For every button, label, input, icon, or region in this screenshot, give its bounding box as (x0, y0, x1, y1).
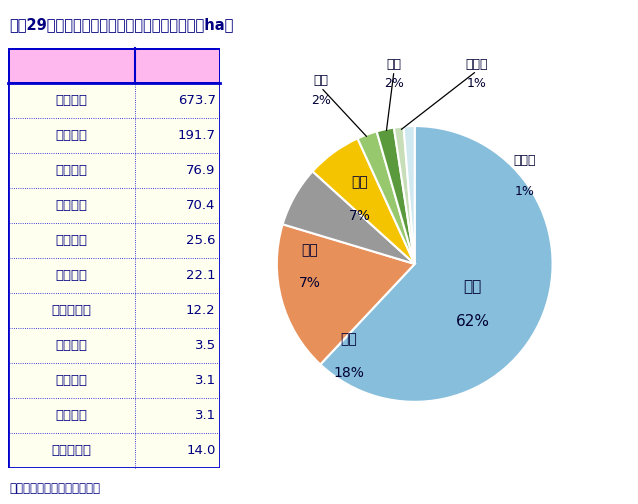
Wedge shape (357, 132, 415, 264)
Wedge shape (394, 127, 415, 264)
Text: 北　海　道: 北 海 道 (52, 304, 92, 317)
Text: 青　　森: 青 森 (56, 129, 88, 142)
Text: 北海道: 北海道 (466, 58, 488, 71)
Text: 福島: 福島 (313, 75, 329, 87)
Text: 14.0: 14.0 (186, 444, 216, 457)
Text: 76.9: 76.9 (186, 164, 216, 177)
Text: 3.1: 3.1 (195, 374, 216, 387)
Text: 岩　　手: 岩 手 (56, 269, 88, 282)
Text: 青森: 青森 (340, 333, 357, 347)
Text: 25.6: 25.6 (186, 234, 216, 247)
Text: 673.7: 673.7 (177, 94, 216, 107)
Text: 1,096.3: 1,096.3 (149, 58, 207, 73)
Text: 山形: 山形 (351, 175, 368, 190)
Wedge shape (283, 171, 415, 264)
Wedge shape (277, 224, 415, 364)
Text: 191.7: 191.7 (177, 129, 216, 142)
Text: 22.1: 22.1 (186, 269, 216, 282)
Text: そ　の　他: そ の 他 (52, 444, 92, 457)
Text: 岩手: 岩手 (387, 58, 401, 71)
Text: 62%: 62% (456, 313, 489, 329)
Text: 70.4: 70.4 (186, 199, 216, 212)
Text: 茨　　城: 茨 城 (56, 374, 88, 387)
Text: その他: その他 (514, 154, 537, 167)
Text: 長　　野: 長 野 (56, 94, 88, 107)
Text: 長野: 長野 (463, 279, 482, 294)
Text: 福　　島: 福 島 (56, 234, 88, 247)
Text: 1%: 1% (515, 185, 535, 199)
Text: 特産果樹生産動態等調査より: 特産果樹生産動態等調査より (10, 482, 101, 495)
Text: 3.5: 3.5 (195, 339, 216, 352)
Wedge shape (376, 128, 415, 264)
Text: 平成29年産　シナノスイートの栽培面積（単位ha）: 平成29年産 シナノスイートの栽培面積（単位ha） (10, 18, 234, 33)
Text: 秋　　田: 秋 田 (56, 164, 88, 177)
Wedge shape (404, 126, 415, 264)
Wedge shape (320, 126, 553, 402)
Text: 2%: 2% (384, 77, 404, 90)
Text: 7%: 7% (299, 276, 321, 290)
Text: 総　計: 総 計 (59, 58, 84, 73)
Text: 3.1: 3.1 (195, 409, 216, 422)
Text: 12.2: 12.2 (186, 304, 216, 317)
Text: 7%: 7% (348, 209, 371, 223)
Wedge shape (313, 139, 415, 264)
Text: 2%: 2% (311, 94, 331, 107)
Text: 栃　　木: 栃 木 (56, 409, 88, 422)
Text: 1%: 1% (467, 77, 487, 90)
Text: 山　　形: 山 形 (56, 199, 88, 212)
Text: 18%: 18% (333, 366, 364, 380)
Text: 秋田: 秋田 (302, 243, 318, 257)
Text: 群　　馬: 群 馬 (56, 339, 88, 352)
